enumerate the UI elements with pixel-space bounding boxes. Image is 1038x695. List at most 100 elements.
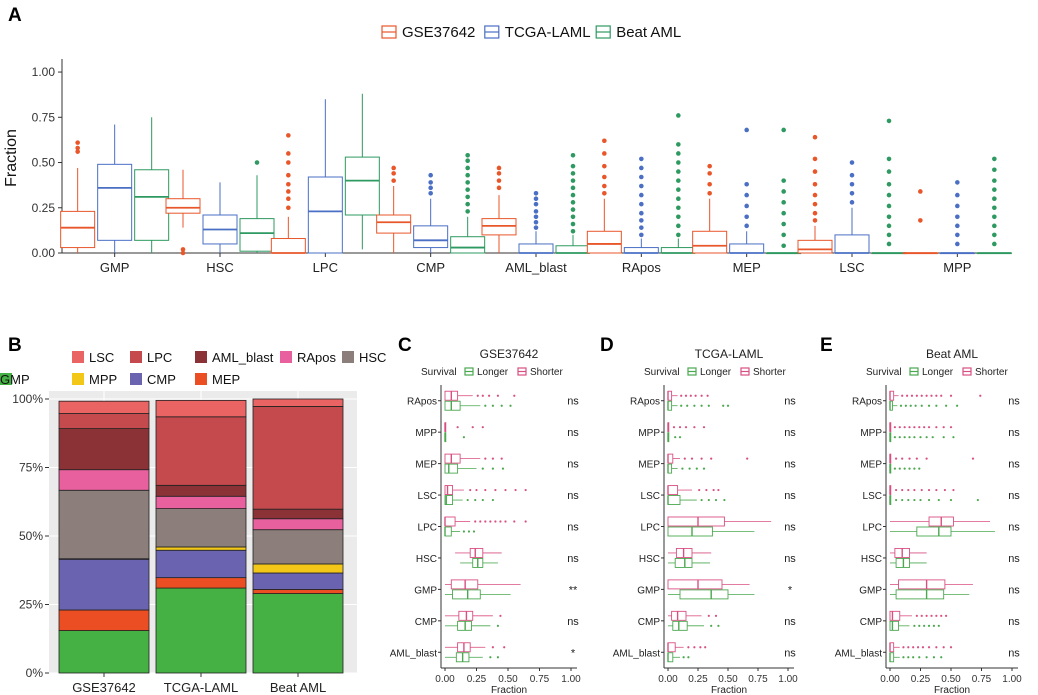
outlier-point bbox=[503, 646, 506, 649]
outlier-point bbox=[976, 498, 979, 502]
box-hsc-beat-aml bbox=[239, 160, 275, 253]
hbox-aml_blast-longer bbox=[667, 652, 690, 663]
hbox-mpp-longer bbox=[889, 432, 955, 443]
outlier-point bbox=[465, 180, 470, 185]
y-tick-label: 100% bbox=[12, 392, 43, 406]
outlier-point bbox=[744, 192, 749, 198]
legend-title: Survival bbox=[866, 367, 902, 378]
y-tick-label: HSC bbox=[416, 554, 437, 565]
outlier-point bbox=[683, 457, 686, 460]
box-mep-beat-aml bbox=[766, 127, 802, 255]
outlier-point bbox=[391, 178, 396, 183]
outlier-point bbox=[744, 127, 749, 133]
bar-segment-rapos bbox=[155, 495, 247, 509]
outlier-point bbox=[570, 228, 576, 234]
x-tick-label: 0.25 bbox=[467, 674, 487, 685]
outlier-point bbox=[514, 488, 517, 492]
box-mpp-tcga-laml bbox=[939, 180, 975, 255]
box-body bbox=[376, 214, 412, 234]
outlier-point bbox=[812, 210, 818, 216]
outlier-point bbox=[707, 190, 712, 196]
panel-d: D TCGA-LAML Survival Longer Shorter 0.00 0.25 0… bbox=[600, 335, 798, 695]
outlier-point bbox=[481, 426, 484, 429]
hbox-rapos-shorter bbox=[889, 390, 982, 401]
hbox-gmp-longer bbox=[668, 589, 755, 600]
outlier-point bbox=[465, 187, 470, 192]
legend-label: Longer bbox=[477, 367, 509, 378]
outlier-point bbox=[717, 488, 720, 492]
significance-label: ns bbox=[784, 553, 796, 565]
survival-legend: Survival Longer Shorter bbox=[421, 367, 563, 378]
bar-segment-lsc bbox=[58, 400, 150, 414]
y-axis-title: Fraction bbox=[3, 129, 20, 187]
outlier-point bbox=[907, 498, 910, 502]
box-body bbox=[469, 547, 484, 558]
legend-swatch-mep bbox=[195, 373, 207, 385]
outlier-point bbox=[509, 404, 512, 407]
box-body bbox=[444, 516, 456, 527]
y-tick-label: RApos bbox=[407, 397, 437, 408]
outlier-point bbox=[812, 134, 818, 140]
outlier-point bbox=[286, 133, 291, 138]
significance-label: ns bbox=[1008, 490, 1020, 502]
x-axis-title: Fraction bbox=[711, 685, 747, 695]
hbox-lpc-shorter bbox=[444, 516, 527, 527]
outlier-point bbox=[496, 165, 502, 171]
box-body bbox=[444, 495, 454, 506]
x-axis-title: Fraction bbox=[491, 685, 527, 695]
hbox-lpc-longer bbox=[890, 526, 995, 537]
box-body bbox=[667, 652, 674, 663]
outlier-point bbox=[428, 190, 433, 196]
outlier-point bbox=[286, 151, 291, 156]
outlier-point bbox=[475, 488, 478, 492]
x-tick-label: 0.50 bbox=[498, 674, 518, 685]
outlier-point bbox=[707, 498, 710, 502]
outlier-point bbox=[466, 498, 469, 502]
outlier-point bbox=[75, 140, 80, 145]
outlier-point bbox=[286, 196, 291, 202]
outlier-point bbox=[940, 656, 943, 659]
x-tick-label: LPC bbox=[313, 260, 338, 275]
panel-b-label: B bbox=[8, 335, 22, 356]
outlier-point bbox=[746, 457, 749, 460]
box-rapos-beat-aml bbox=[660, 113, 696, 254]
box-body bbox=[344, 156, 380, 216]
y-tick-label: AML_blast bbox=[613, 648, 660, 659]
outlier-point bbox=[923, 624, 926, 627]
y-tick-label: LSC bbox=[418, 491, 437, 502]
y-tick-label: LPC bbox=[863, 523, 882, 534]
hbox-cmp-longer bbox=[668, 620, 720, 631]
outlier-point bbox=[472, 530, 476, 533]
outlier-point bbox=[496, 185, 502, 191]
y-tick-label: MEP bbox=[860, 460, 882, 471]
outlier-point bbox=[428, 180, 433, 185]
outlier-point bbox=[484, 488, 487, 492]
outlier-point bbox=[886, 169, 892, 174]
outlier-point bbox=[494, 488, 497, 492]
y-tick-label: AML_blast bbox=[835, 648, 882, 659]
outlier-point bbox=[676, 160, 681, 165]
outlier-point bbox=[925, 394, 928, 397]
legend-icon-longer bbox=[687, 367, 697, 376]
outlier-point bbox=[570, 192, 576, 198]
outlier-point bbox=[639, 156, 644, 162]
y-tick-label: LPC bbox=[418, 523, 437, 534]
outlier-point bbox=[920, 614, 923, 617]
outlier-point bbox=[943, 488, 947, 492]
outlier-point bbox=[886, 241, 892, 247]
outlier-point bbox=[992, 178, 997, 183]
outlier-point bbox=[918, 426, 921, 429]
y-tick-label: LSC bbox=[863, 491, 882, 502]
outlier-point bbox=[474, 498, 477, 502]
outlier-point bbox=[496, 178, 502, 183]
panel-c-label: C bbox=[398, 335, 412, 356]
outlier-point bbox=[919, 436, 922, 439]
hbox-mep-longer bbox=[444, 463, 505, 474]
outlier-point bbox=[912, 656, 915, 659]
outlier-point bbox=[955, 180, 960, 185]
box-lpc-beat-aml bbox=[344, 93, 380, 250]
outlier-point bbox=[913, 488, 916, 492]
outlier-point bbox=[680, 404, 683, 407]
outlier-point bbox=[700, 457, 703, 460]
outlier-point bbox=[781, 210, 786, 216]
